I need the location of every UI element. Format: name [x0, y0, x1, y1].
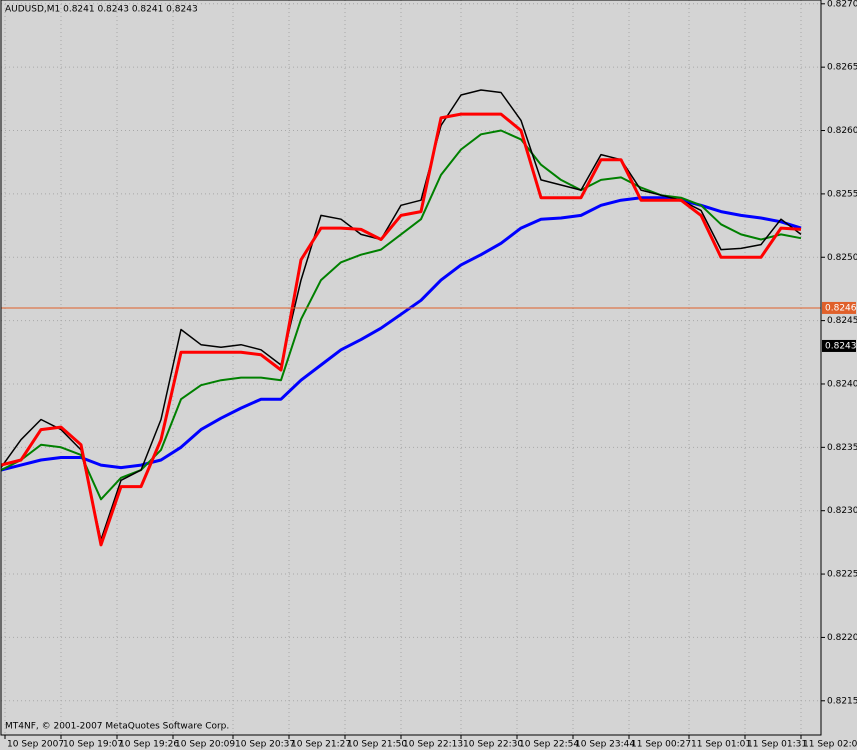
y-tick-label: 0.8225 [827, 570, 857, 580]
last-price-label: 0.8243 [825, 341, 857, 351]
copyright: MT4NF, © 2001-2007 MetaQuotes Software C… [5, 722, 229, 732]
x-tick-label: 10 Sep 22:54 [519, 740, 579, 750]
x-tick-label: 10 Sep 20:09 [175, 740, 235, 750]
ma-line [0, 89, 802, 541]
y-tick-label: 0.8270 [827, 0, 857, 9]
price-label-box [822, 301, 856, 314]
y-tick-label: 0.8245 [827, 316, 857, 326]
y-tick-label: 0.8215 [827, 696, 857, 706]
y-tick-label: 0.8230 [827, 506, 857, 516]
x-tick-label: 11 Sep 01:31 [747, 740, 807, 750]
x-tick-label: 11 Sep 00:27 [631, 740, 691, 750]
ma-line [0, 112, 802, 547]
last-price-box [822, 339, 856, 352]
x-tick-label: 11 Sep 02:01 [803, 740, 857, 750]
plot-border [0, 0, 822, 736]
x-tick-label: 10 Sep 19:26 [119, 740, 179, 750]
ma-line [0, 196, 802, 472]
y-tick-label: 0.8240 [827, 379, 857, 389]
y-tick-label: 0.8250 [827, 253, 857, 263]
x-tick-label: 10 Sep 21:27 [291, 740, 351, 750]
x-tick-label: 10 Sep 22:30 [463, 740, 523, 750]
y-tick-label: 0.8235 [827, 443, 857, 453]
x-tick-label: 10 Sep 20:37 [235, 740, 295, 750]
x-tick-label: 10 Sep 23:44 [575, 740, 635, 750]
x-tick-label: 10 Sep 22:13 [403, 740, 463, 750]
x-tick-label: 10 Sep 21:50 [347, 740, 407, 750]
x-tick-label: 11 Sep 01:01 [691, 740, 751, 750]
y-tick-label: 0.8260 [827, 126, 857, 136]
y-tick-label: 0.8265 [827, 63, 857, 73]
chart-title: AUDUSD,M1 0.8241 0.8243 0.8241 0.8243 [5, 5, 198, 15]
y-tick-label: 0.8255 [827, 189, 857, 199]
x-tick-label: 10 Sep 2007 [7, 740, 64, 750]
y-tick-label: 0.8220 [827, 633, 857, 643]
x-tick-label: 10 Sep 19:07 [63, 740, 123, 750]
price-label: 0.8246 [825, 303, 857, 313]
